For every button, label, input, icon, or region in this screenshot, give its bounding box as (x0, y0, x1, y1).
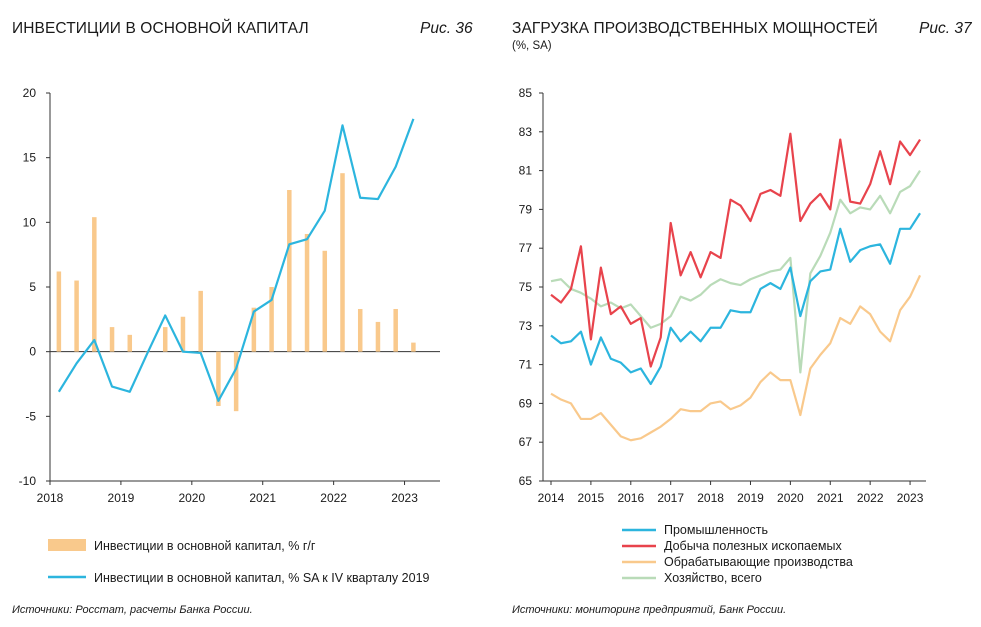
y-tick-label: 69 (519, 396, 533, 410)
series-line-3 (550, 170, 921, 374)
x-tick-label: 2020 (178, 491, 205, 505)
source-note-right: Источники: мониторинг предприятий, Банк … (512, 604, 787, 616)
y-tick-label: 10 (23, 215, 37, 229)
y-tick-label: -10 (19, 474, 37, 488)
bar (287, 190, 292, 352)
bar (251, 307, 257, 352)
bar (216, 351, 221, 406)
x-tick-label: 2014 (538, 491, 565, 505)
y-tick-label: 5 (29, 280, 36, 294)
y-tick-label: 20 (23, 86, 37, 100)
y-tick-label: 75 (519, 280, 533, 294)
legend-label-3: Хозяйство, всего (664, 571, 762, 585)
legend-label-2: Обрабатывающие производства (664, 555, 853, 569)
x-tick-label: 2018 (697, 491, 724, 505)
bar (393, 308, 398, 352)
chart-title-investments: ИНВЕСТИЦИИ В ОСНОВНОЙ КАПИТАЛ (12, 20, 309, 37)
legend-label-bars: Инвестиции в основной капитал, % г/г (94, 539, 316, 553)
y-tick-label: 79 (519, 202, 533, 216)
bar (127, 334, 133, 352)
x-tick-label: 2018 (37, 491, 64, 505)
series-line-investments-sa (57, 118, 415, 402)
bar (109, 327, 115, 352)
bar (357, 308, 363, 352)
bar (269, 287, 274, 352)
x-tick-label: 2023 (391, 491, 418, 505)
chart-subtitle-capacity: (%, SA) (512, 40, 552, 52)
bar (162, 327, 168, 352)
y-tick-label: -5 (25, 409, 36, 423)
x-tick-label: 2015 (578, 491, 605, 505)
x-tick-label: 2022 (857, 491, 884, 505)
bar (233, 351, 239, 412)
y-tick-label: 65 (519, 474, 533, 488)
y-tick-label: 71 (519, 358, 533, 372)
y-tick-label: 0 (29, 345, 36, 359)
x-tick-label: 2019 (737, 491, 764, 505)
series-line-1 (550, 132, 921, 368)
bar (411, 342, 416, 352)
investments-chart: -10 -5 0 5 10 15 20 2018 2019 2020 2021 2022 2023 Инв… (19, 86, 440, 585)
legend-label-line: Инвестиции в основной капитал, % SA к IV… (94, 571, 430, 585)
source-note-left: Источники: Росстат, расчеты Банка России… (12, 604, 253, 616)
y-tick-label: 81 (519, 164, 533, 178)
y-tick-label: 15 (23, 151, 37, 165)
x-tick-label: 2017 (657, 491, 684, 505)
legend-label-0: Промышленность (664, 523, 768, 537)
x-tick-label: 2020 (777, 491, 804, 505)
bar (375, 321, 381, 352)
bar (198, 290, 203, 352)
bar (92, 217, 97, 352)
bar (180, 316, 186, 352)
bar (322, 250, 328, 352)
y-tick-label: 83 (519, 125, 533, 139)
series-line-0 (550, 212, 921, 386)
series-line-2 (550, 274, 922, 442)
y-tick-label: 73 (519, 319, 533, 333)
capacity-utilization-chart: 65 67 69 71 73 75 77 79 81 83 85 2014 2015 2016 2017 20… (519, 86, 926, 585)
x-tick-label: 2022 (320, 491, 347, 505)
y-tick-label: 85 (519, 86, 533, 100)
bar (74, 280, 79, 352)
x-tick-label: 2019 (108, 491, 135, 505)
chart-title-capacity: ЗАГРУЗКА ПРОИЗВОДСТВЕННЫХ МОЩНОСТЕЙ (512, 20, 878, 37)
bar (56, 271, 62, 352)
x-tick-label: 2021 (249, 491, 276, 505)
legend-swatch-bars (48, 539, 86, 551)
figure-label-37: Рис. 37 (919, 20, 972, 37)
y-tick-label: 77 (519, 241, 533, 255)
figure-label-36: Рис. 36 (420, 20, 473, 37)
bar (340, 173, 345, 352)
x-tick-label: 2016 (617, 491, 644, 505)
y-tick-label: 67 (519, 435, 533, 449)
x-tick-label: 2023 (897, 491, 924, 505)
bar (304, 233, 310, 352)
x-tick-label: 2021 (817, 491, 844, 505)
legend-label-1: Добыча полезных ископаемых (664, 539, 842, 553)
